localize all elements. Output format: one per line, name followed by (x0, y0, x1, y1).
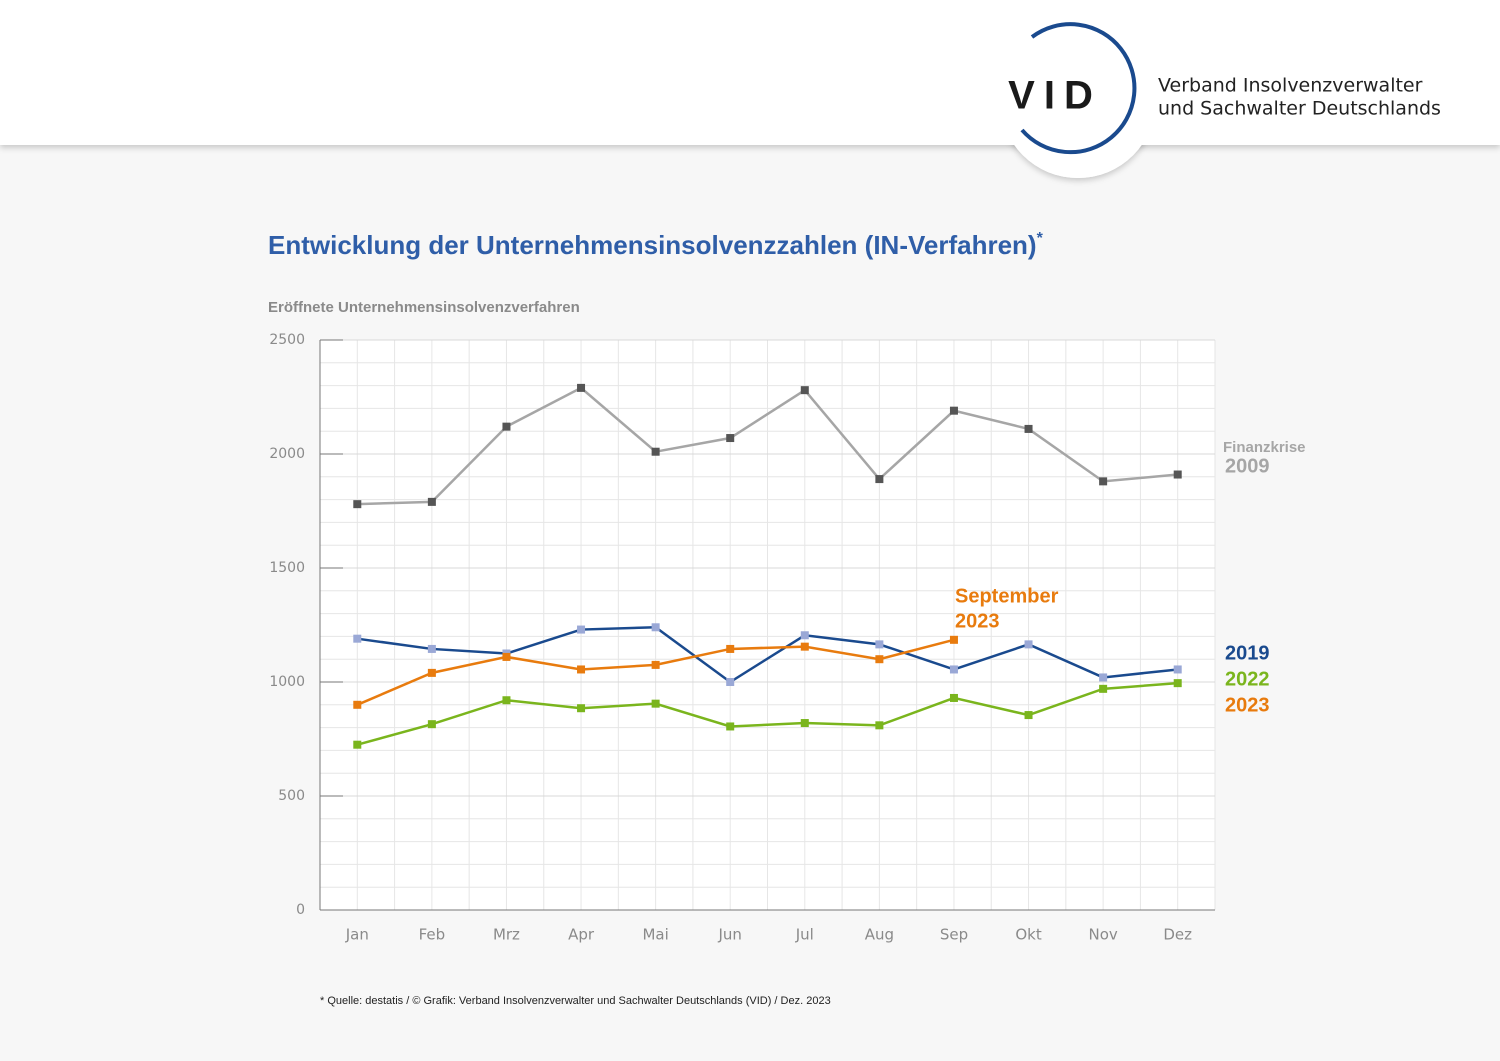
data-point (1173, 470, 1182, 479)
data-point (726, 434, 735, 443)
data-point (949, 406, 958, 415)
data-point (875, 655, 884, 664)
x-tick-label: Feb (419, 926, 446, 944)
data-point (1099, 673, 1108, 682)
x-tick-label: Jun (717, 926, 741, 944)
data-point (949, 635, 958, 644)
data-point (651, 623, 660, 632)
data-point (577, 625, 586, 634)
data-point (726, 678, 735, 686)
y-tick-label: 0 (296, 902, 305, 918)
data-point (1173, 665, 1182, 674)
x-tick-label: Nov (1088, 926, 1117, 944)
annotation: September (955, 585, 1059, 607)
series-line (357, 386, 1178, 506)
org-name: Verband Insolvenzverwalter (1158, 75, 1423, 97)
data-point (427, 720, 436, 729)
data-point (726, 644, 735, 653)
x-tick-label: Dez (1163, 926, 1192, 944)
data-point (1099, 684, 1108, 693)
annotation: Finanzkrise (1223, 439, 1306, 456)
data-point (353, 500, 362, 509)
data-point (577, 665, 586, 674)
data-point (502, 422, 511, 431)
series-line (356, 681, 1178, 746)
data-point (1173, 679, 1182, 688)
series-line (357, 626, 1178, 684)
data-point (800, 631, 809, 640)
data-point (1024, 711, 1033, 720)
logo-arc (1020, 22, 1137, 155)
data-point (577, 383, 586, 392)
header-patch (990, 0, 1170, 145)
title-text: Entwicklung der Unternehmensinsolvenzzah… (268, 230, 1037, 260)
data-point (800, 386, 809, 395)
legend-label: 2023 (1225, 694, 1270, 716)
data-point (353, 634, 362, 643)
data-point (726, 722, 735, 731)
data-point (353, 700, 362, 709)
x-tick-label: Aug (865, 926, 894, 944)
org-name: und Sachwalter Deutschlands (1158, 98, 1441, 120)
annotation: 2023 (955, 610, 1000, 632)
y-tick-label: 500 (278, 788, 305, 804)
data-point (1024, 640, 1033, 649)
logo-text: VID (1008, 74, 1102, 118)
data-point (502, 696, 511, 705)
x-tick-label: Jan (345, 926, 369, 944)
legend-label: 2019 (1225, 642, 1270, 664)
x-tick-label: Mrz (493, 926, 520, 944)
data-point (502, 652, 511, 661)
data-point (577, 704, 586, 713)
footnote: * Quelle: destatis / © Grafik: Verband I… (320, 995, 831, 1007)
data-point (427, 644, 436, 653)
data-point (1024, 424, 1033, 433)
data-point (651, 447, 660, 456)
data-point (800, 642, 809, 651)
x-tick-label: Okt (1015, 926, 1041, 944)
data-point (949, 693, 958, 702)
title-mark: * (1037, 230, 1044, 247)
header (0, 0, 1500, 145)
y-tick-label: 1000 (269, 674, 305, 690)
y-tick-label: 2000 (269, 446, 305, 462)
data-point (875, 721, 884, 730)
x-tick-label: Mai (642, 926, 668, 944)
data-point (427, 668, 436, 677)
data-point (353, 740, 362, 749)
x-tick-label: Apr (568, 926, 595, 944)
legend-label: 2022 (1225, 668, 1270, 690)
x-tick-label: Sep (940, 926, 968, 944)
data-point (875, 475, 884, 484)
chart-title: Entwicklung der Unternehmensinsolvenzzah… (268, 230, 1044, 260)
data-point (949, 665, 958, 674)
data-point (651, 699, 660, 708)
data-point (427, 497, 436, 506)
data-point (875, 640, 884, 649)
data-point (651, 660, 660, 669)
y-axis-label: Eröffnete Unternehmensinsolvenzverfahren (268, 299, 580, 316)
data-point (1099, 477, 1108, 486)
y-tick-label: 2500 (269, 332, 305, 348)
y-tick-label: 1500 (269, 560, 305, 576)
data-point (800, 719, 809, 728)
x-tick-label: Jul (795, 926, 814, 944)
legend-label: 2009 (1225, 455, 1270, 477)
